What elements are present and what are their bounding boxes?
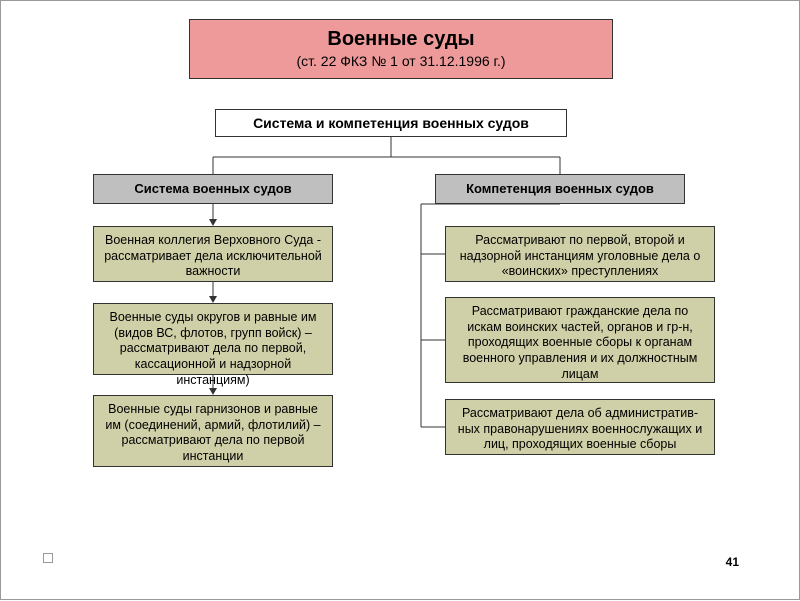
footer-marker-icon: [43, 553, 53, 563]
left-box-3: Военные суды гарнизонов и равные им (сое…: [93, 395, 333, 467]
title-main: Военные суды: [198, 26, 604, 52]
left-box-2: Военные суды округов и равные им (видов …: [93, 303, 333, 375]
subtitle-box: Система и компетенция военных судов: [215, 109, 567, 137]
header-right: Компетенция военных судов: [435, 174, 685, 204]
page-number: 41: [726, 555, 739, 569]
right-box-3: Рассматривают дела об административ- ных…: [445, 399, 715, 455]
header-left: Система военных судов: [93, 174, 333, 204]
left-box-1: Военная коллегия Верховного Суда - рассм…: [93, 226, 333, 282]
title-box: Военные суды (ст. 22 ФКЗ № 1 от 31.12.19…: [189, 19, 613, 79]
title-sub: (ст. 22 ФКЗ № 1 от 31.12.1996 г.): [198, 52, 604, 70]
right-box-1: Рассматривают по первой, второй и надзор…: [445, 226, 715, 282]
right-box-2: Рассматривают гражданские дела по искам …: [445, 297, 715, 383]
